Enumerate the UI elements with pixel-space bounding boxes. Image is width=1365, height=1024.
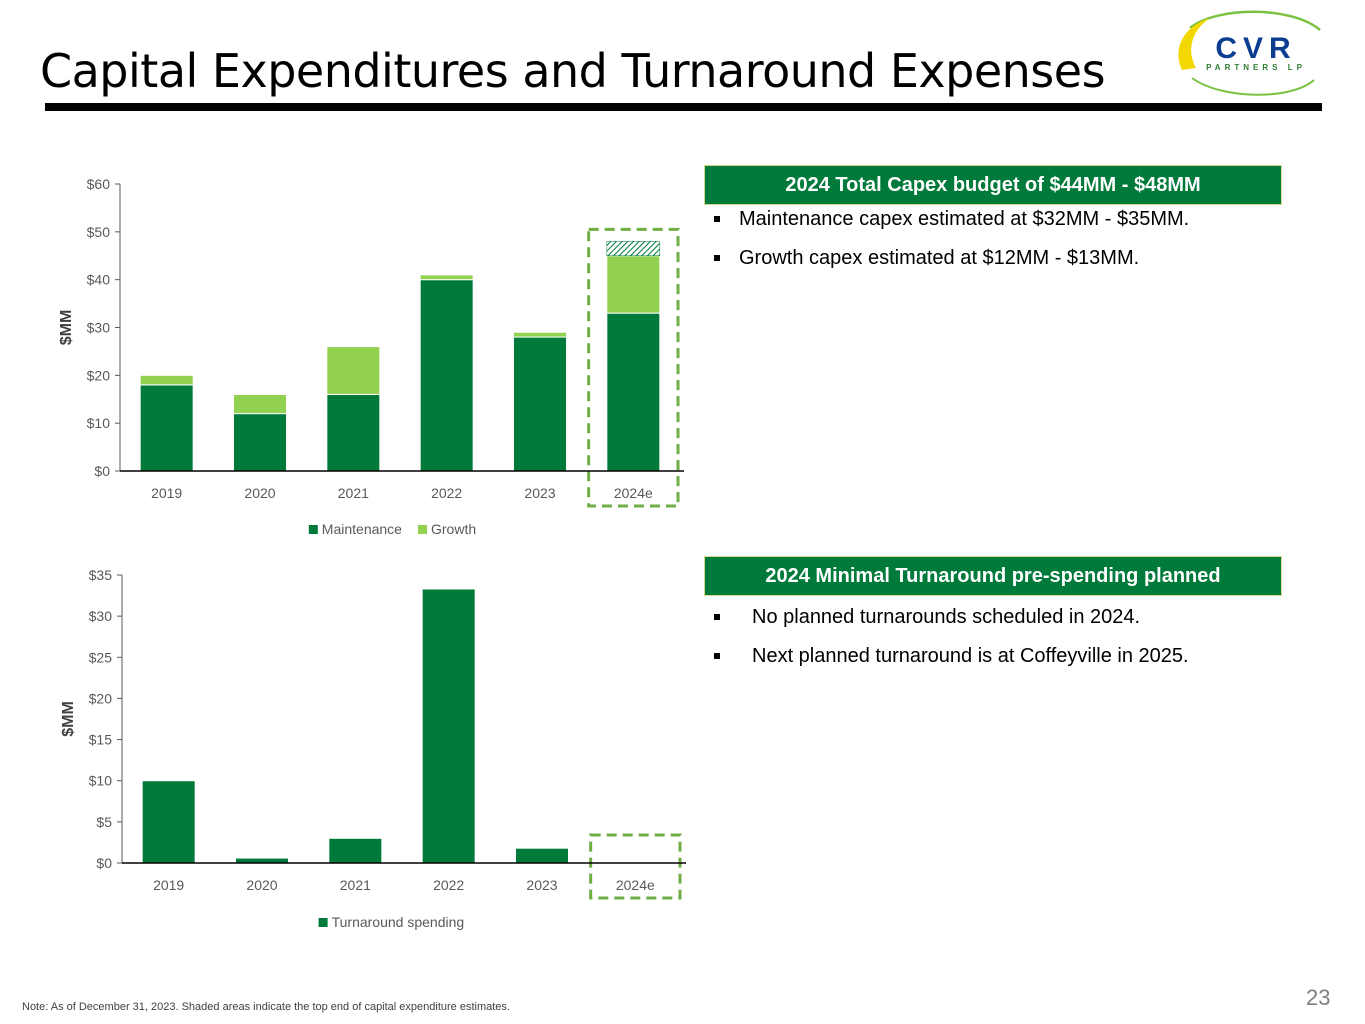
y-axis-title: $MM (58, 310, 75, 346)
estimate-highlight-box (589, 833, 682, 900)
capex-chart-svg: $0 $10 $20 $30 $40 $50 $60 $MM 2019 2020 2021 2022 2… (58, 176, 684, 537)
bar-growth-2021 (326, 346, 381, 395)
logo-text: CVR (1215, 32, 1296, 65)
bar-growth-2019 (139, 374, 194, 386)
x-tick-label: 2023 (524, 485, 555, 501)
y-tick-label: $20 (87, 367, 111, 383)
x-tick-label: 2022 (431, 485, 462, 501)
cvr-logo: CVR PARTNERS LP (1178, 10, 1321, 96)
bullet-square-icon (714, 216, 720, 222)
legend-label: Turnaround spending (332, 914, 465, 930)
x-tick-label: 2022 (433, 877, 464, 893)
bar-maintenance-2020 (233, 413, 287, 472)
legend-label: Maintenance (322, 521, 402, 537)
bar-growth-2022 (419, 274, 474, 281)
bar-growth-2024e (606, 255, 661, 314)
x-tick-label: 2024e (614, 485, 653, 501)
y-tick-label: $20 (89, 690, 113, 706)
y-tick-label: $40 (87, 272, 111, 288)
bar-maintenance-2023 (513, 336, 567, 472)
y-tick-label: $60 (87, 176, 111, 192)
bullet-square-icon (714, 614, 720, 620)
x-tick-label: 2020 (244, 485, 275, 501)
y-tick-label: $10 (89, 773, 113, 789)
legend-swatch (308, 525, 318, 534)
page-number: 23 (1306, 985, 1331, 1010)
logo-subtext: PARTNERS LP (1206, 63, 1306, 72)
bar-maintenance-2024e (606, 312, 661, 472)
turnaround-chart-svg: $0 $5 $10 $15 $20 $25 $30 $35 $MM 2019 2020 2021 202… (60, 567, 686, 930)
bullet-square-icon (714, 653, 720, 659)
y-tick-label: $5 (96, 814, 112, 830)
x-tick-label: 2021 (340, 877, 371, 893)
bar-maintenance-2022 (419, 279, 474, 472)
page-title: Capital Expenditures and Turnaround Expe… (40, 44, 1106, 98)
legend-swatch (418, 525, 427, 534)
bar-turnaround-spending-2021 (328, 837, 383, 864)
turnaround-chart: $0 $5 $10 $15 $20 $25 $30 $35 $MM 2019 2020 2021 202… (50, 562, 700, 942)
bar-turnaround-spending-2022 (421, 588, 476, 864)
legend-swatch (318, 918, 328, 927)
y-tick-label: $15 (89, 732, 113, 748)
y-tick-label: $35 (89, 567, 113, 583)
title-underline (45, 103, 1322, 111)
bar-turnaround-spending-2023 (515, 847, 569, 864)
capex-chart: $0 $10 $20 $30 $40 $50 $60 $MM 2019 2020 2021 2022 2… (50, 168, 700, 553)
y-tick-label: $0 (96, 855, 112, 871)
bullet-square-icon (714, 255, 720, 261)
y-axis-title: $MM (60, 701, 77, 737)
y-tick-label: $50 (87, 224, 111, 240)
bar-maintenance-2019 (139, 384, 194, 472)
y-tick-label: $30 (87, 320, 111, 336)
y-tick-label: $0 (94, 463, 110, 479)
x-tick-label: 2019 (151, 485, 182, 501)
x-tick-label: 2020 (246, 877, 277, 893)
y-tick-label: $30 (89, 608, 113, 624)
bar-growth-2023 (513, 331, 567, 338)
bar-growth-2020 (233, 393, 287, 415)
legend-label: Growth (431, 521, 476, 537)
bar-top-end-estimate-shaded-2024e (606, 241, 661, 257)
bar-maintenance-2021 (326, 393, 381, 472)
y-tick-label: $25 (89, 649, 113, 665)
bar-turnaround-spending-2019 (141, 780, 196, 864)
y-tick-label: $10 (87, 415, 111, 431)
x-tick-label: 2021 (338, 485, 369, 501)
x-tick-label: 2024e (616, 877, 655, 893)
turnaround-header: 2024 Minimal Turnaround pre-spending pla… (704, 556, 1282, 596)
footnote: Note: As of December 31, 2023. Shaded ar… (22, 1001, 510, 1013)
capex-budget-header: 2024 Total Capex budget of $44MM - $48MM (704, 165, 1282, 205)
estimate-highlight-box (587, 227, 680, 508)
x-tick-label: 2023 (526, 877, 557, 893)
x-tick-label: 2019 (153, 877, 184, 893)
